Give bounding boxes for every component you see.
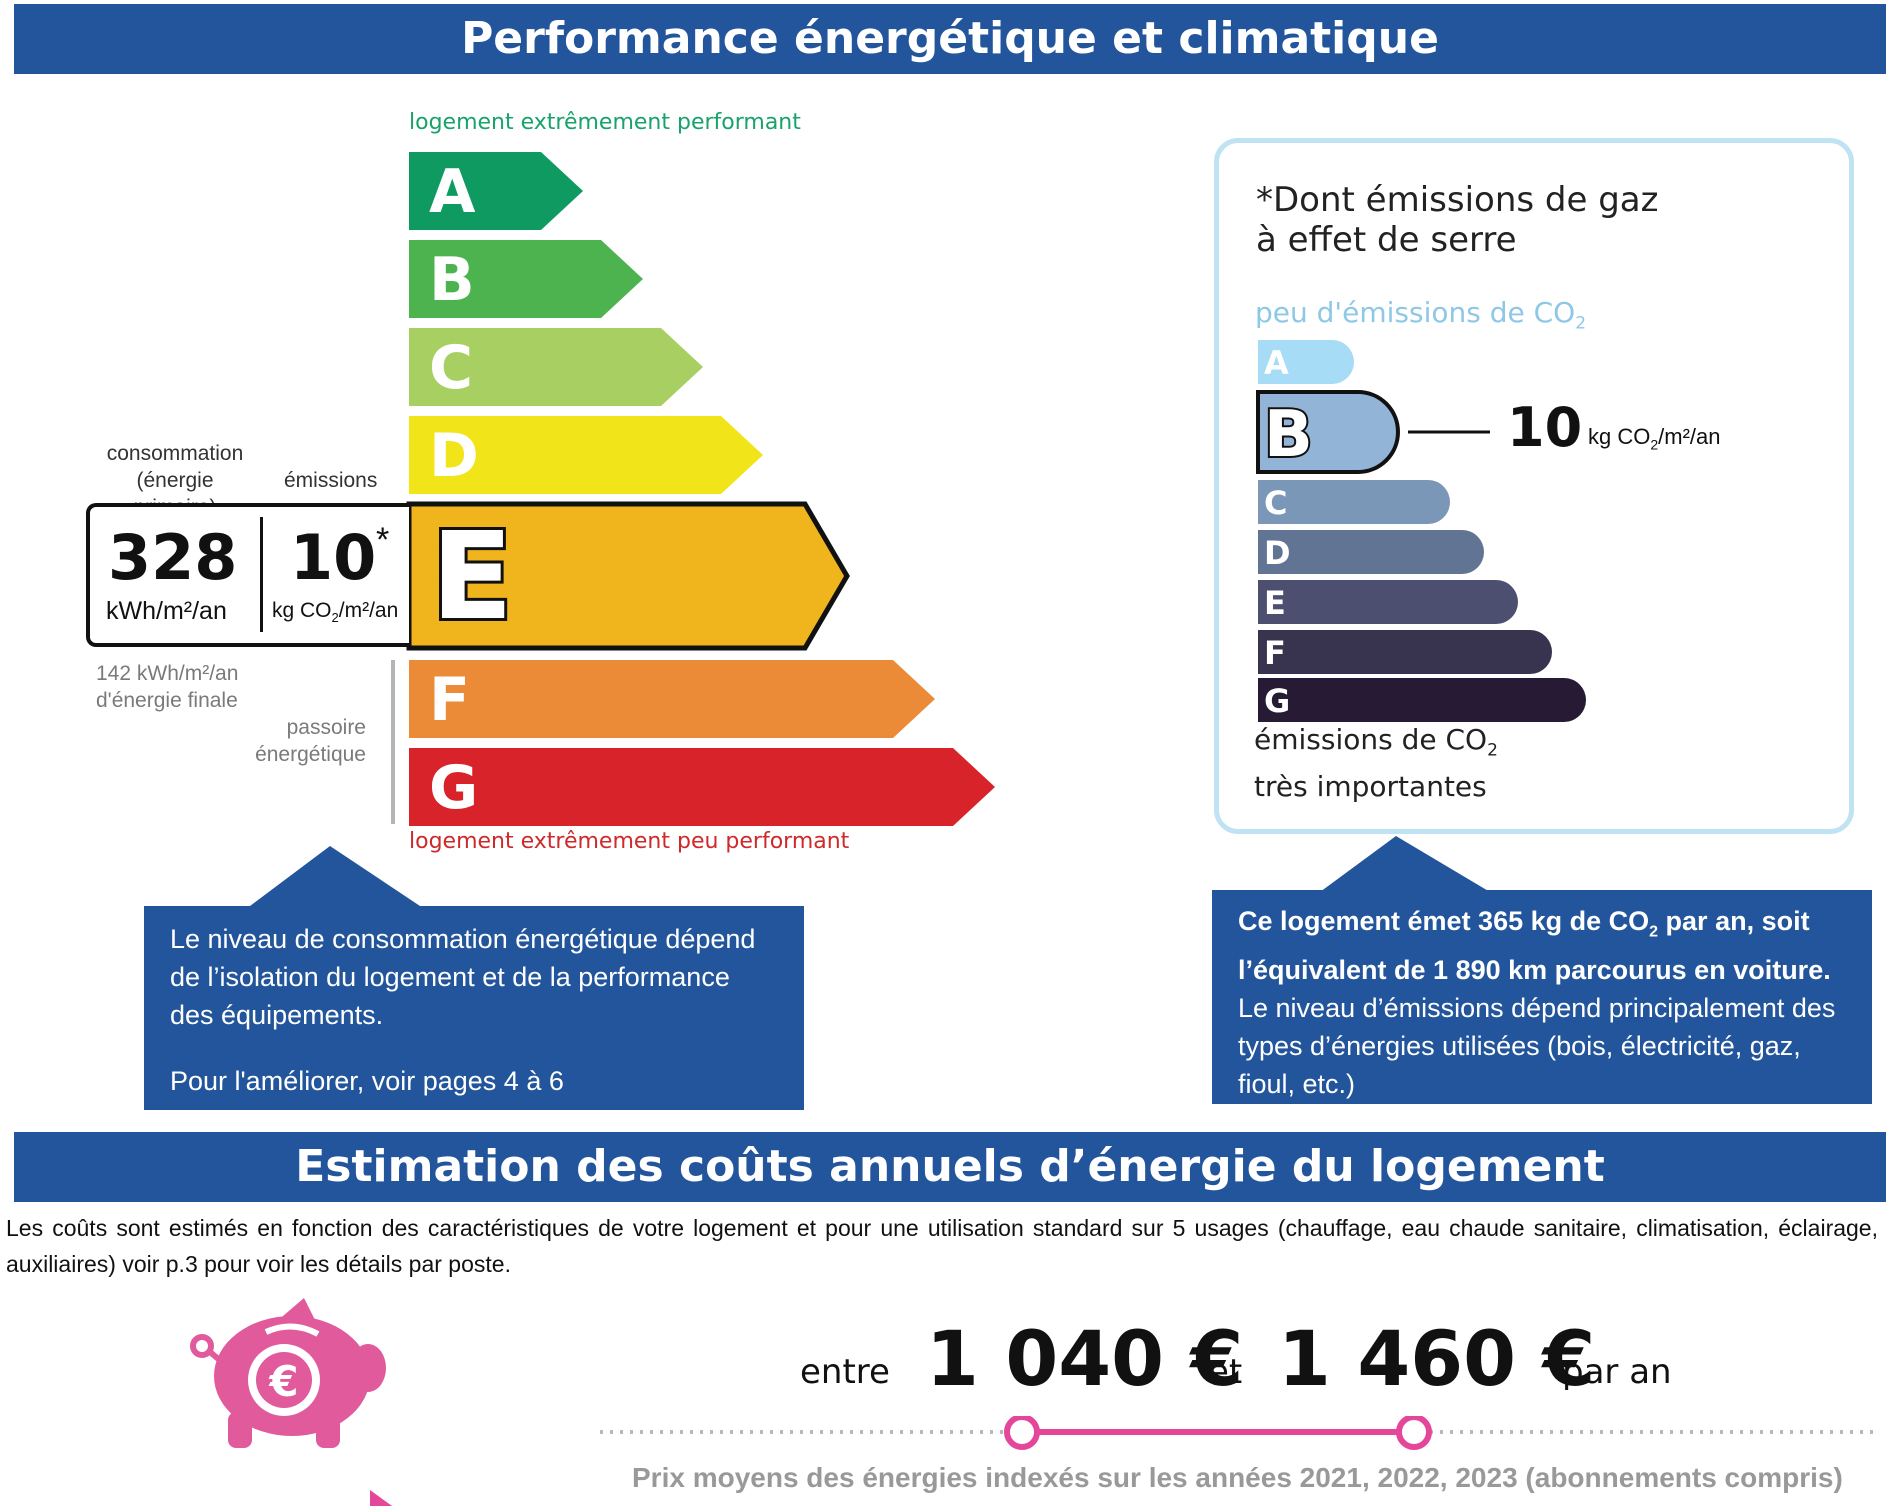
costs-max: 1 460 €	[1278, 1314, 1596, 1403]
emissions-unit-post: /m²/an	[338, 599, 399, 622]
ges-bar-e	[1258, 580, 1518, 624]
dpe-bar-b	[409, 240, 643, 318]
passoire-line1: passoire	[286, 716, 366, 739]
info-right-bold: Ce logement émet 365 kg de CO2 par an, s…	[1238, 902, 1846, 989]
dpe-bar-a	[409, 152, 583, 230]
info-right-bold-sub: 2	[1649, 923, 1659, 941]
emissions-label: émissions	[284, 469, 378, 492]
dpe-bar-letter-f: F	[429, 665, 470, 735]
ges-bar-a	[1258, 340, 1354, 384]
ges-title-line1: Dont émissions de gaz	[1273, 180, 1659, 220]
dpe-bar-f	[409, 660, 935, 738]
dpe-bar-letter-g: G	[429, 753, 478, 823]
info-left-text2: Pour l'améliorer, voir pages 4 à 6	[170, 1066, 564, 1096]
cost-range-scale	[600, 1416, 1880, 1450]
cost-max-marker	[1396, 1416, 1432, 1450]
performance-banner: Performance énergétique et climatique	[14, 4, 1886, 74]
costs-note: Prix moyens des énergies indexés sur les…	[632, 1462, 1843, 1493]
dpe-bar-c	[409, 328, 703, 406]
ges-bar-letter-f: F	[1264, 634, 1286, 672]
costs-title: Estimation des coûts annuels d’énergie d…	[295, 1141, 1605, 1192]
ges-bottom-label-sub: 2	[1487, 740, 1498, 761]
ges-bar-letter-d: D	[1264, 534, 1291, 572]
ges-title-line2: à effet de serre	[1256, 220, 1517, 260]
info-right-box: Ce logement émet 365 kg de CO2 par an, s…	[1212, 890, 1872, 1104]
emissions-unit-sub: 2	[331, 610, 339, 626]
dpe-bar-g	[409, 748, 995, 826]
info-left-box: Le niveau de consommation énergétique dé…	[144, 906, 804, 1110]
ges-bar-letter-b: B	[1264, 398, 1313, 472]
dpe-bar-d	[409, 416, 763, 494]
ges-bar-letter-g: G	[1264, 682, 1290, 720]
dpe-bar-e	[406, 501, 850, 651]
consumption-label-line1: consommation	[106, 442, 244, 465]
emissions-value: 10	[290, 521, 377, 594]
ges-unit-sub: 2	[1650, 436, 1659, 453]
ges-unit-post: /m²/an	[1658, 424, 1721, 449]
final-energy-line2: d'énergie finale	[96, 689, 238, 712]
costs-min: 1 040 €	[926, 1314, 1244, 1403]
ges-bar-c	[1258, 480, 1450, 524]
cost-min-marker	[1004, 1416, 1040, 1450]
info-left-text1: Le niveau de consommation énergétique dé…	[170, 924, 756, 1030]
consumption-unit: kWh/m²/an	[106, 597, 227, 625]
performance-title: Performance énergétique et climatique	[461, 13, 1439, 64]
svg-text:€: €	[268, 1357, 298, 1406]
ges-bottom-label: émissions de CO2 très importantes	[1254, 722, 1498, 805]
ges-bottom-label-pre: émissions de CO	[1254, 723, 1488, 756]
ges-title: *Dont émissions de gaz à effet de serre	[1256, 180, 1658, 260]
values-divider	[260, 517, 263, 632]
ges-unit-pre: kg CO	[1588, 424, 1651, 449]
final-energy-label: 142 kWh/m²/an d'énergie finale	[96, 660, 238, 714]
ges-star: *	[1256, 180, 1273, 220]
costs-description: Les coûts sont estimés en fonction des c…	[6, 1215, 1878, 1277]
ges-top-label-sub: 2	[1575, 313, 1587, 334]
ges-bottom-label-line2: très importantes	[1254, 769, 1487, 803]
ges-bar-letter-e: E	[1264, 584, 1286, 622]
emissions-unit-pre: kg CO	[272, 599, 332, 622]
dpe-bar-letter-d: D	[429, 421, 479, 491]
ges-bar-letter-c: C	[1264, 484, 1287, 522]
ges-top-label: peu d'émissions de CO2	[1255, 296, 1586, 334]
dpe-bottom-label: logement extrêmement peu performant	[409, 829, 850, 854]
emissions-star: *	[376, 521, 390, 559]
info-right-pointer	[1320, 836, 1490, 892]
ges-bar-b	[1256, 390, 1400, 474]
dpe-bar-letter-b: B	[429, 245, 475, 315]
dpe-bar-letter-e: E	[431, 508, 513, 647]
ges-bar-f	[1258, 630, 1552, 674]
emissions-unit: kg CO2/m²/an	[272, 599, 398, 625]
costs-per-year: par an	[1562, 1352, 1672, 1392]
ges-top-label-pre: peu d'émissions de CO	[1255, 296, 1576, 329]
ges-bar-letter-a: A	[1264, 344, 1289, 382]
info-right-bold-2: par an, soit l’équivalent de 1 890 km pa…	[1238, 906, 1831, 986]
passoire-line2: énergétique	[255, 743, 366, 766]
final-energy-line1: 142 kWh/m²/an	[96, 662, 239, 685]
info-right-text: Le niveau d’émissions dépend principalem…	[1238, 993, 1836, 1100]
passoire-bracket	[391, 660, 395, 824]
info-left-pointer	[250, 846, 420, 906]
costs-and: et	[1208, 1352, 1243, 1392]
costs-between: entre	[800, 1352, 890, 1392]
dpe-top-label: logement extrêmement performant	[409, 110, 801, 135]
ges-bar-d	[1258, 530, 1484, 574]
dpe-bar-letter-a: A	[429, 157, 476, 227]
passoire-label: passoire énergétique	[240, 714, 366, 768]
ges-value: 10	[1507, 396, 1583, 459]
costs-banner: Estimation des coûts annuels d’énergie d…	[14, 1132, 1886, 1202]
dpe-values-box: 328 kWh/m²/an 10 * kg CO2/m²/an	[86, 503, 409, 647]
info-right-bold-1: Ce logement émet 365 kg de CO	[1238, 906, 1650, 936]
ges-frame	[1214, 138, 1854, 834]
ges-unit: kg CO2/m²/an	[1588, 424, 1721, 452]
consumption-value: 328	[108, 521, 238, 594]
ges-bar-g	[1258, 678, 1586, 722]
pink-arrow-icon	[370, 1490, 392, 1506]
piggy-bank-icon: €	[190, 1298, 386, 1448]
dpe-bar-letter-c: C	[429, 333, 473, 403]
